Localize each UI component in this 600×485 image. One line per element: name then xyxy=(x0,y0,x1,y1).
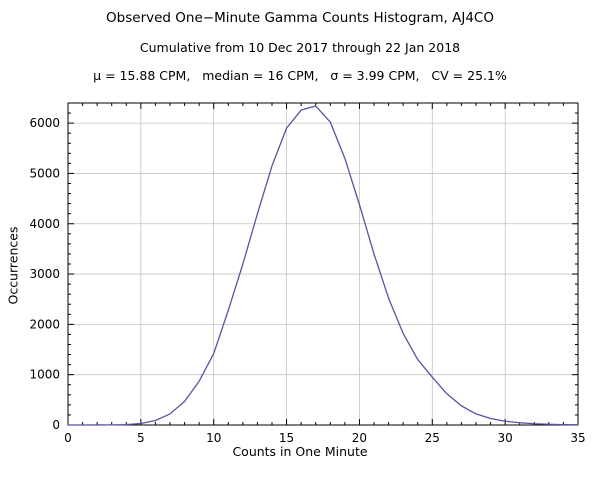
chart-subtitle: Cumulative from 10 Dec 2017 through 22 J… xyxy=(139,40,461,55)
y-tick-label: 6000 xyxy=(29,116,60,130)
y-tick-label: 3000 xyxy=(29,267,60,281)
plot-frame xyxy=(67,102,579,426)
x-tick-label: 10 xyxy=(206,431,221,445)
x-tick-label: 0 xyxy=(64,431,72,445)
y-tick-label: 1000 xyxy=(29,368,60,382)
x-tick-label: 20 xyxy=(352,431,367,445)
y-tick-label: 2000 xyxy=(29,317,60,331)
x-tick-label: 35 xyxy=(570,431,585,445)
y-tick-label: 4000 xyxy=(29,217,60,231)
chart-stats-line: μ = 15.88 CPM, median = 16 CPM, σ = 3.99… xyxy=(93,68,507,83)
chart-title: Observed One−Minute Gamma Counts Histogr… xyxy=(106,10,494,26)
x-tick-label: 5 xyxy=(137,431,145,445)
x-tick-label: 15 xyxy=(279,431,294,445)
y-tick-label: 0 xyxy=(52,418,60,432)
x-axis-label: Counts in One Minute xyxy=(232,444,368,459)
y-axis-label: Occurrences xyxy=(5,226,21,305)
x-tick-label: 25 xyxy=(425,431,440,445)
histogram-curve xyxy=(68,105,579,426)
x-tick-label: 30 xyxy=(498,431,513,445)
y-tick-label: 5000 xyxy=(29,166,60,180)
